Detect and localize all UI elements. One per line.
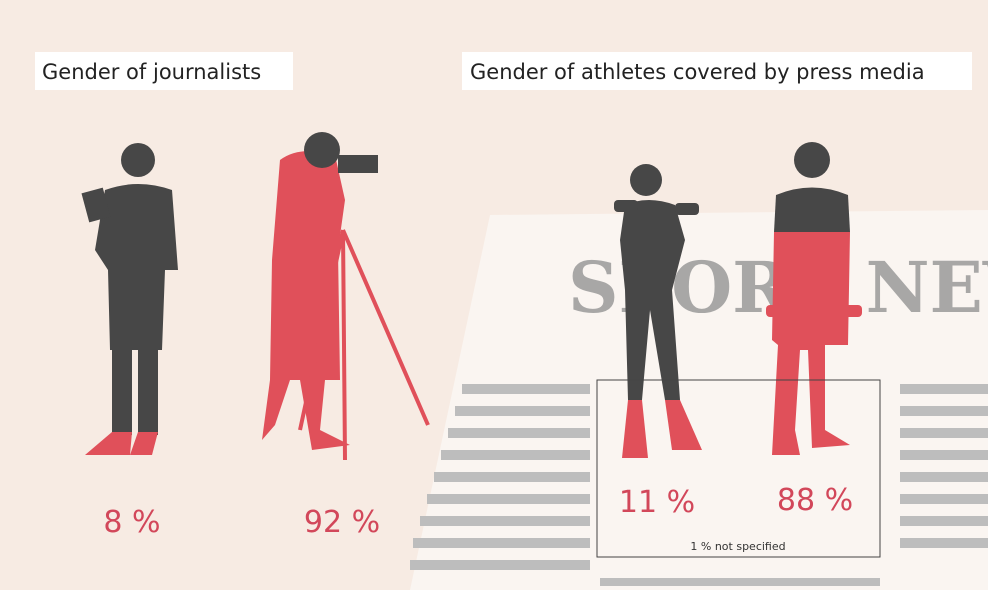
female-athlete: [614, 164, 699, 400]
male-athlete-bottom: [766, 232, 862, 455]
newspaper-lines-right: [600, 384, 988, 586]
head: [630, 164, 662, 196]
tripod: [298, 229, 430, 461]
percentage: 11 %: [619, 485, 695, 520]
torso: [95, 184, 178, 350]
camera: [338, 155, 378, 173]
text-line: [455, 406, 590, 416]
newspaper-lines-left: [410, 384, 590, 570]
highlight-box: [596, 379, 881, 558]
text-line: [462, 384, 590, 394]
text-line: [900, 450, 988, 460]
male-photographer: [262, 151, 430, 461]
feet: [85, 432, 158, 455]
dumbbell: [840, 305, 862, 317]
head: [794, 142, 830, 178]
percentage: 88 %: [777, 483, 853, 518]
photographer-head: [304, 132, 378, 173]
female-journalist: [81, 143, 178, 435]
title-box: [462, 52, 972, 90]
title: Gender of athletes covered by press medi…: [470, 60, 925, 84]
text-line: [410, 560, 590, 570]
foot: [130, 432, 158, 455]
percentage: 92 %: [304, 505, 380, 540]
dumbbell: [675, 203, 699, 215]
leg: [665, 400, 702, 450]
tablet: [81, 187, 111, 223]
text-line: [448, 428, 590, 438]
text-line: [434, 472, 590, 482]
text-line: [900, 406, 988, 416]
title-box: [35, 52, 293, 90]
body: [772, 232, 850, 455]
shoulders: [774, 187, 850, 232]
head: [304, 132, 340, 168]
text-line: [427, 494, 590, 504]
dumbbell: [614, 200, 638, 212]
leg: [622, 400, 648, 458]
body: [262, 151, 350, 450]
title: Gender of journalists: [42, 60, 261, 84]
text-line: [900, 428, 988, 438]
text-line: [420, 516, 590, 526]
foot: [85, 432, 132, 455]
dumbbell: [766, 305, 788, 317]
percentage: 8 %: [103, 505, 160, 540]
leg: [138, 345, 158, 435]
text-line: [900, 516, 988, 526]
text-line: [413, 538, 590, 548]
text-line: [441, 450, 590, 460]
note: 1 % not specified: [690, 540, 785, 553]
text-line: [900, 384, 988, 394]
text-line: [600, 578, 880, 586]
text-line: [900, 494, 988, 504]
head: [121, 143, 155, 177]
text-line: [900, 472, 988, 482]
text-line: [900, 538, 988, 548]
athlete-feet: [622, 400, 702, 458]
body: [620, 200, 685, 400]
male-athlete-top: [774, 142, 850, 232]
leg: [112, 345, 132, 435]
